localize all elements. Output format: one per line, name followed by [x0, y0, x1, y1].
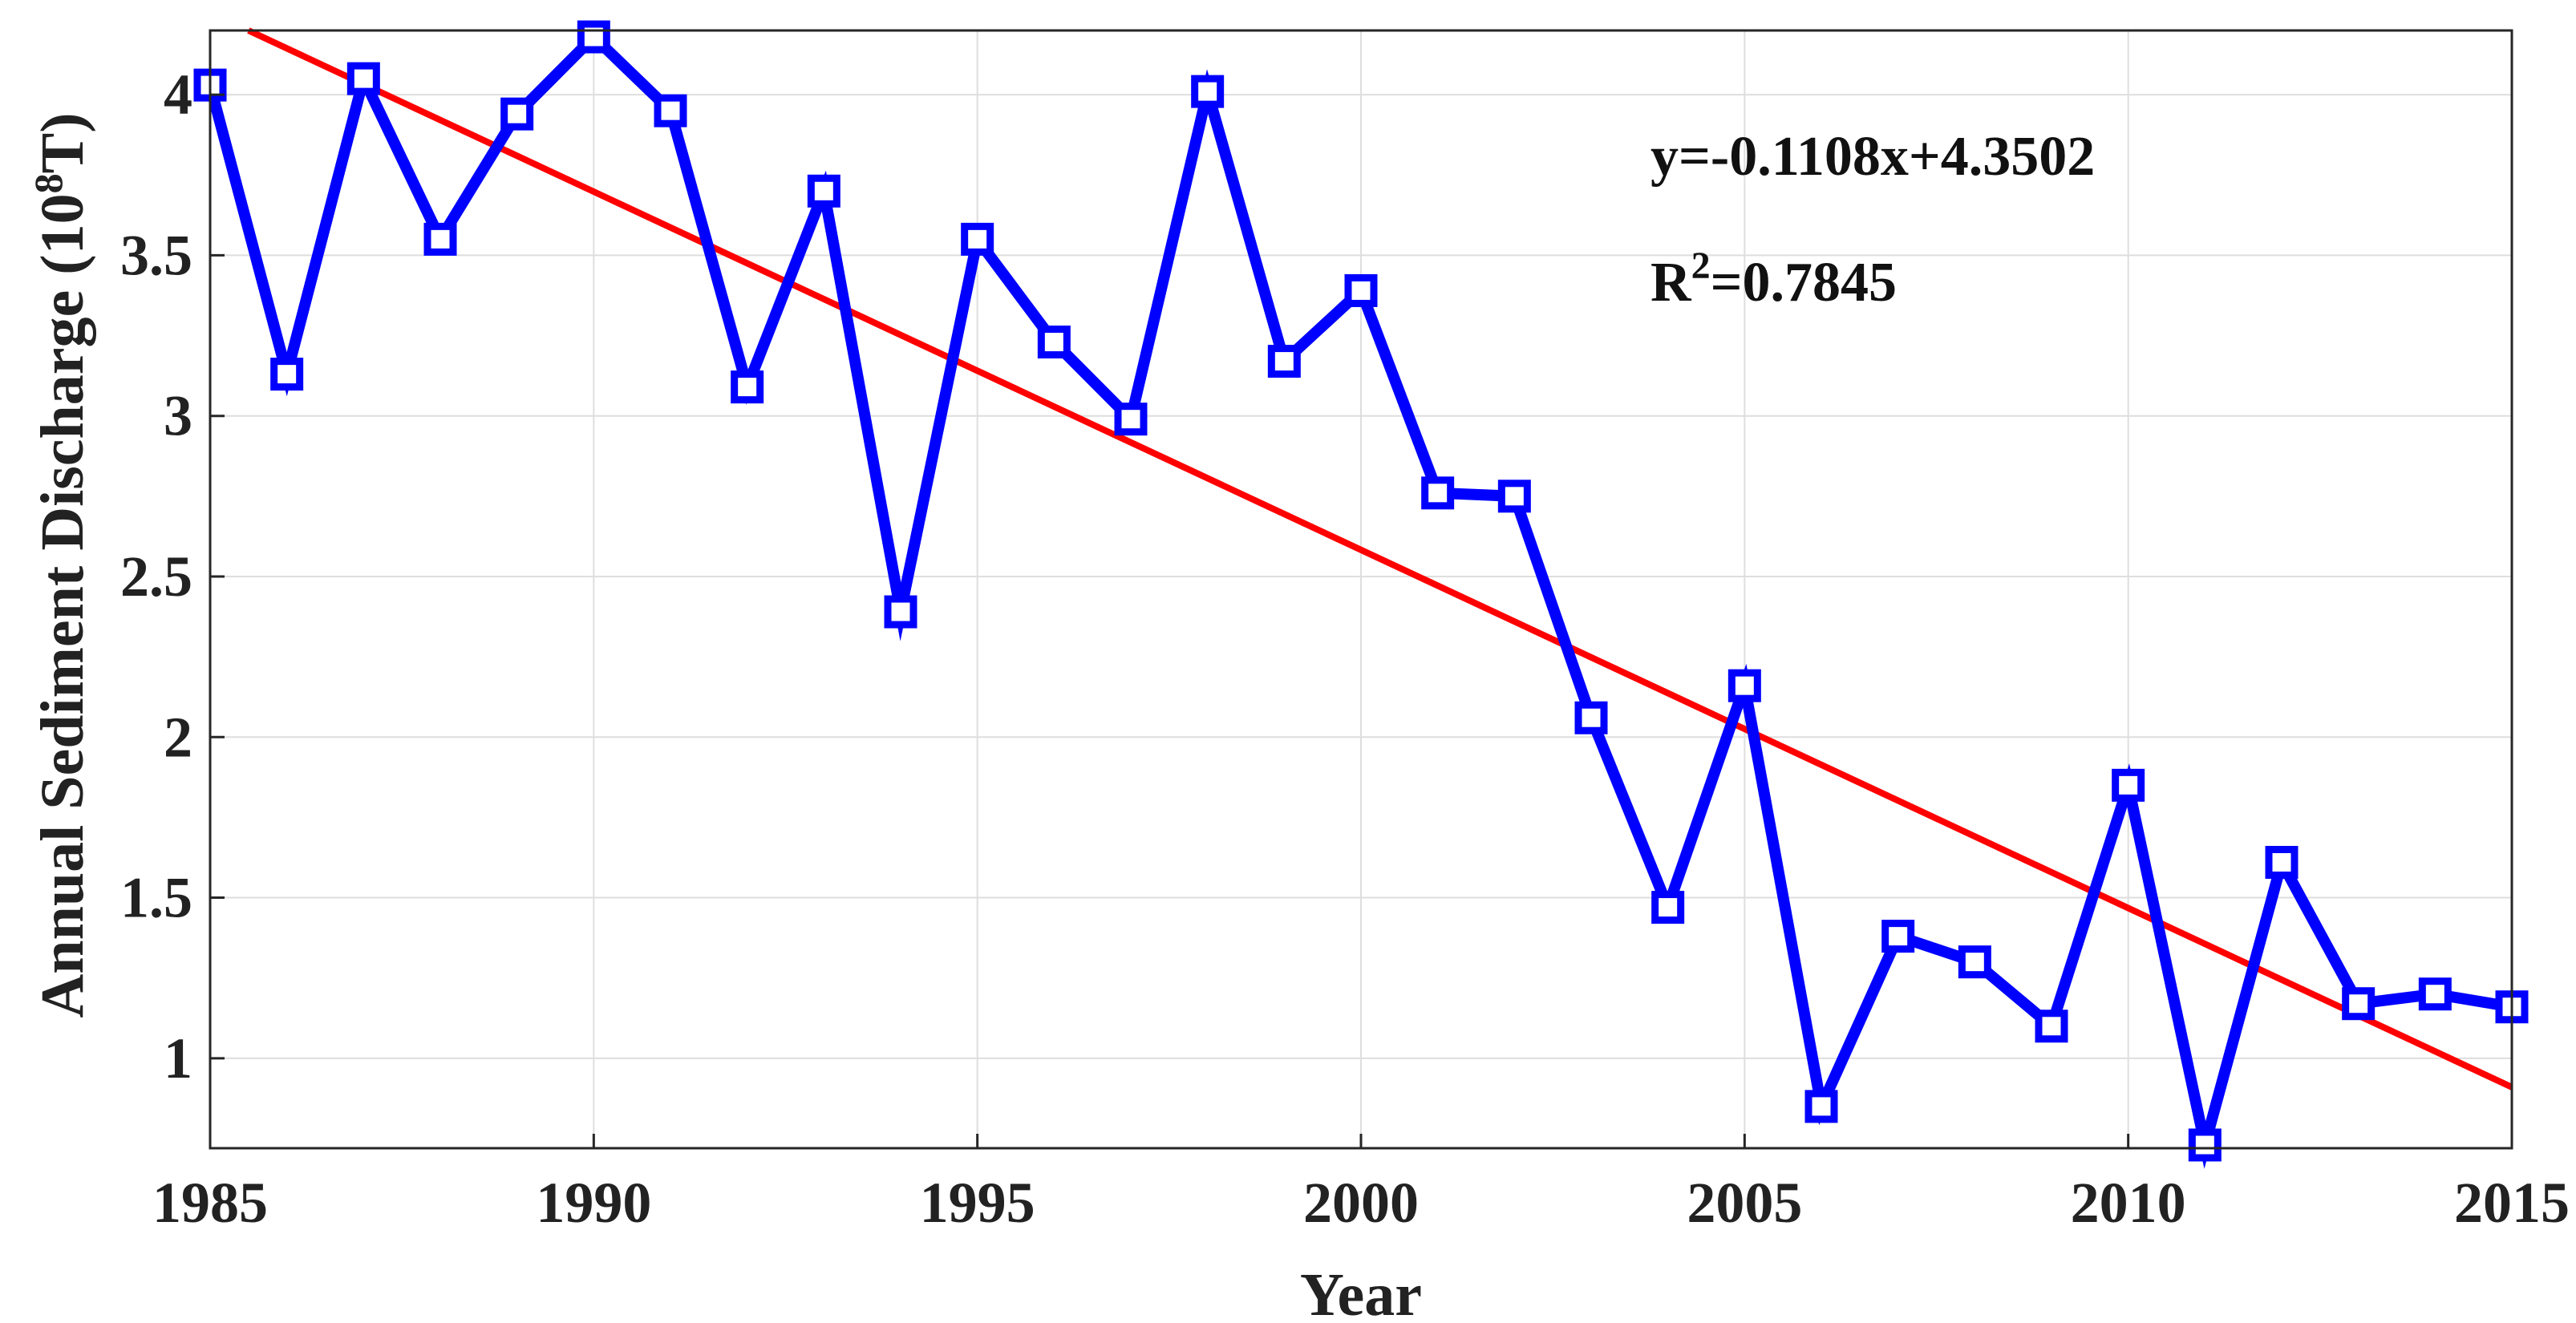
- trendline: [247, 27, 2513, 1090]
- data-point-marker: [577, 20, 610, 54]
- data-point-marker: [1037, 326, 1071, 359]
- data-point-marker: [2112, 768, 2145, 802]
- data-point-marker: [1727, 669, 1761, 702]
- y-axis-title-sup: 8: [26, 173, 71, 193]
- data-point-marker: [2188, 1128, 2222, 1162]
- data-point-marker: [1881, 920, 1915, 953]
- data-point-marker: [1191, 75, 1225, 108]
- x-tick-label: 2010: [2071, 1171, 2186, 1235]
- data-point-marker: [654, 94, 687, 127]
- trendline-layer: [247, 27, 2513, 1090]
- data-point-marker: [1344, 273, 1378, 307]
- data-point-marker: [1574, 701, 1608, 734]
- x-tick-label: 2015: [2454, 1171, 2570, 1235]
- y-tick-label: 3.5: [120, 223, 192, 287]
- data-point-marker: [1267, 345, 1301, 378]
- y-tick-label: 2: [164, 705, 192, 769]
- x-tick-label: 1990: [536, 1171, 651, 1235]
- data-point-marker: [2035, 1009, 2068, 1043]
- data-point-marker: [1958, 945, 1991, 979]
- data-point-marker: [961, 222, 994, 256]
- x-tick-labels: 1985 1990 1995 2000 2005 2010 2015: [152, 1134, 2570, 1235]
- data-point-marker: [1421, 476, 1455, 510]
- regression-equation: y=-0.1108x+4.3502: [1651, 126, 2095, 188]
- y-tick-label: 1.5: [120, 866, 192, 930]
- r-squared-value: =0.7845: [1711, 252, 1897, 314]
- r-squared-label: R2=0.7845: [1651, 245, 1897, 314]
- x-axis-title: Year: [1300, 1261, 1422, 1323]
- y-tick-label: 2.5: [120, 544, 192, 609]
- y-axis-title: Annual Sediment Discharge (108T): [26, 112, 96, 1018]
- data-point-marker: [2342, 987, 2376, 1021]
- data-point-marker: [1114, 403, 1148, 436]
- x-tick-label: 2000: [1303, 1171, 1419, 1235]
- series-layer: [193, 20, 2529, 1169]
- r-squared-sup: 2: [1691, 245, 1711, 287]
- y-tick-label: 4: [164, 63, 192, 127]
- r-squared-r: R: [1651, 252, 1692, 314]
- data-point-marker: [1804, 1090, 1838, 1123]
- data-point-marker: [346, 62, 380, 95]
- data-point-marker: [2265, 845, 2299, 879]
- y-axis-title-tail: T): [29, 112, 96, 173]
- y-tick-label: 3: [164, 384, 192, 448]
- grid-lines: [209, 30, 2513, 1148]
- data-point-marker: [807, 174, 840, 208]
- data-point-marker: [1497, 479, 1531, 513]
- data-point-marker: [1651, 891, 1685, 924]
- data-point-marker: [884, 595, 917, 629]
- data-point-marker: [423, 222, 457, 256]
- x-tick-label: 2005: [1687, 1171, 1802, 1235]
- data-point-marker: [270, 358, 304, 391]
- x-tick-label: 1995: [920, 1171, 1035, 1235]
- data-point-marker: [731, 370, 764, 404]
- x-tick-label: 1985: [152, 1171, 268, 1235]
- y-tick-label: 1: [164, 1026, 192, 1090]
- y-tick-labels: 1 1.5 2 2.5 3 3.5 4: [120, 63, 225, 1090]
- data-point-marker: [500, 97, 534, 131]
- data-point-marker: [2418, 977, 2452, 1011]
- y-axis-title-main: Annual Sediment Discharge (10: [29, 193, 96, 1018]
